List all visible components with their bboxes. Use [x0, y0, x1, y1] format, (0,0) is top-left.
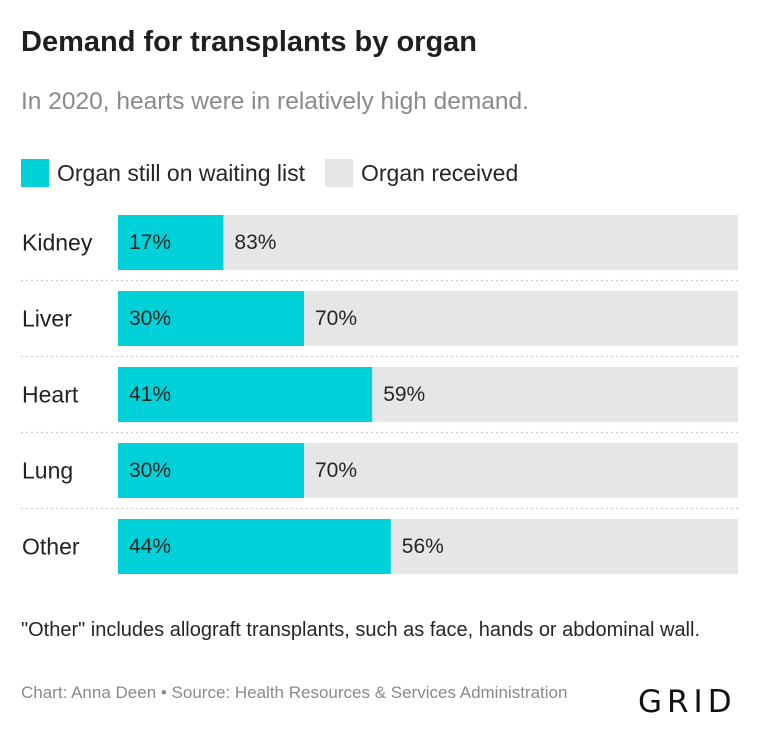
bar-waiting-other [118, 519, 391, 574]
value-label-waiting-kidney: 17% [129, 231, 171, 254]
bar-received-kidney [223, 215, 738, 270]
value-label-waiting-lung: 30% [129, 459, 171, 482]
legend-swatch-waiting [21, 159, 49, 187]
legend-label-waiting: Organ still on waiting list [57, 159, 305, 186]
bar-waiting-heart [118, 367, 373, 422]
footnote: "Other" includes allograft transplants, … [21, 619, 701, 641]
legend-item-waiting: Organ still on waiting list [21, 159, 305, 187]
bar-waiting-lung [118, 443, 304, 498]
value-label-received-liver: 70% [315, 307, 357, 330]
legend-item-received: Organ received [325, 159, 518, 187]
category-label-lung: Lung [22, 458, 73, 484]
legend-label-received: Organ received [361, 159, 519, 186]
category-label-kidney: Kidney [22, 230, 93, 256]
bar-received-lung [304, 443, 738, 498]
value-label-waiting-heart: 41% [129, 383, 171, 406]
bar-received-heart [372, 367, 738, 422]
category-label-other: Other [22, 534, 80, 560]
value-label-waiting-liver: 30% [129, 307, 171, 330]
bar-waiting-liver [118, 291, 304, 346]
value-label-received-lung: 70% [315, 459, 357, 482]
legend-swatch-received [325, 159, 353, 187]
bar-waiting-kidney [118, 215, 224, 270]
category-label-liver: Liver [22, 306, 72, 332]
value-label-received-kidney: 83% [234, 231, 276, 254]
source-credit: Chart: Anna Deen • Source: Health Resour… [21, 683, 568, 702]
value-label-received-other: 56% [402, 535, 444, 558]
chart-subtitle: In 2020, hearts were in relatively high … [21, 88, 529, 115]
bar-received-other [390, 519, 738, 574]
legend: Organ still on waiting list Organ receiv… [21, 157, 538, 189]
value-label-received-heart: 59% [383, 383, 425, 406]
value-label-waiting-other: 44% [129, 535, 171, 558]
bar-received-liver [304, 291, 738, 346]
category-label-heart: Heart [22, 382, 79, 408]
chart-title: Demand for transplants by organ [21, 26, 478, 58]
grid-logo: GRID [638, 684, 737, 720]
